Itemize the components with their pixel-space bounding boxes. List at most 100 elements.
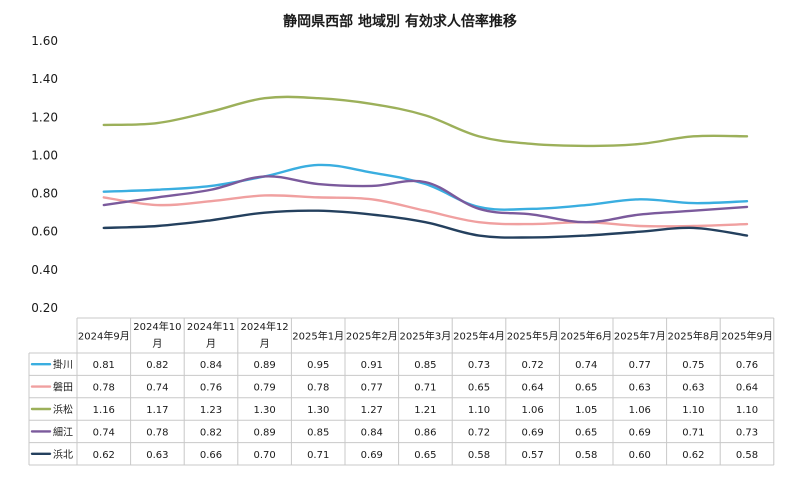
- table-header-cell: 2025年9月: [721, 330, 773, 343]
- table-header-cell: 2025年6月: [560, 330, 612, 343]
- table-cell-value: 1.23: [200, 405, 222, 416]
- series-line-4: [102, 175, 749, 224]
- series-name: 浜松: [53, 403, 73, 416]
- table-cell-value: 0.86: [414, 427, 436, 438]
- table-cell-value: 0.63: [629, 383, 651, 394]
- table-cell-value: 1.21: [414, 405, 436, 416]
- table-cell-value: 0.63: [682, 383, 704, 394]
- series-line-3: [102, 95, 749, 148]
- table-cell-value: 0.65: [414, 450, 436, 461]
- table-cell-value: 0.82: [146, 360, 168, 371]
- series-name: 磐田: [53, 381, 73, 394]
- table-cell-value: 0.84: [361, 427, 383, 438]
- table-cell-value: 0.74: [575, 360, 597, 371]
- table-cell-value: 0.66: [200, 450, 222, 461]
- table-cell-value: 0.73: [468, 360, 490, 371]
- table-header-cell: 2024年11: [187, 320, 235, 333]
- y-tick-label: 1.40: [31, 72, 58, 86]
- table-cell-value: 0.78: [93, 383, 115, 394]
- table-cell-value: 0.62: [93, 450, 115, 461]
- table-cell-value: 1.16: [93, 405, 115, 416]
- table-cell-value: 0.85: [307, 427, 329, 438]
- table-cell-value: 1.30: [307, 405, 329, 416]
- chart-title: 静岡県西部 地域別 有効求人倍率推移: [283, 13, 517, 30]
- table-header-cell: 2024年12: [241, 320, 289, 333]
- table-cell-value: 0.78: [307, 383, 329, 394]
- table-cell-value: 0.78: [146, 427, 168, 438]
- table-cell-value: 0.71: [414, 383, 436, 394]
- table-cell-value: 0.89: [253, 427, 275, 438]
- y-tick-label: 1.60: [31, 34, 58, 48]
- table-cell-value: 0.72: [521, 360, 543, 371]
- table-cell-value: 0.73: [736, 427, 758, 438]
- series-line-5: [102, 209, 749, 239]
- table-cell-value: 0.79: [253, 383, 275, 394]
- plot-lines: [102, 95, 749, 239]
- table-header-cell: 2025年5月: [507, 330, 559, 343]
- table-cell-value: 0.64: [521, 383, 543, 394]
- table-cell-value: 0.72: [468, 427, 490, 438]
- series-name: 浜北: [53, 449, 73, 461]
- table-cell-value: 1.10: [682, 405, 704, 416]
- table-cell-value: 0.65: [468, 383, 490, 394]
- table-cell-value: 0.91: [361, 360, 383, 371]
- series-line-1: [102, 163, 749, 211]
- table-header-cell: 2025年1月: [292, 330, 344, 343]
- table-cell-value: 1.10: [468, 405, 490, 416]
- table-cell-value: 0.62: [682, 450, 704, 461]
- table-header-cell: 月: [206, 338, 216, 350]
- table-cell-value: 1.17: [146, 405, 168, 416]
- table-cell-value: 0.58: [575, 450, 597, 461]
- table-cell-value: 0.69: [629, 427, 651, 438]
- table-cell-value: 0.65: [575, 383, 597, 394]
- table-cell-value: 0.74: [93, 427, 115, 438]
- table-cell-value: 1.30: [253, 405, 275, 416]
- table-cell-value: 1.10: [736, 405, 758, 416]
- table-header-cell: 2025年3月: [399, 330, 451, 343]
- table-cell-value: 0.76: [200, 383, 222, 394]
- series-name: 掛川: [53, 358, 73, 371]
- table-cell-value: 0.77: [629, 360, 651, 371]
- table-cell-value: 0.64: [736, 383, 758, 394]
- table-cell-value: 0.70: [253, 450, 275, 461]
- y-tick-label: 0.80: [31, 187, 58, 201]
- table-cell-value: 0.82: [200, 427, 222, 438]
- table-cell-value: 1.27: [361, 405, 383, 416]
- table-cell-value: 0.76: [736, 360, 758, 371]
- table-header-cell: 月: [260, 338, 270, 350]
- table-header-cell: 2025年7月: [614, 330, 666, 343]
- y-tick-label: 0.40: [31, 263, 58, 277]
- table-cell-value: 0.57: [521, 450, 543, 461]
- table-header-cell: 2025年4月: [453, 330, 505, 343]
- table-cell-value: 0.71: [307, 450, 329, 461]
- table-cell-value: 0.81: [93, 360, 115, 371]
- table-cell-value: 0.75: [682, 360, 704, 371]
- table-header-cell: 2024年10: [133, 320, 181, 333]
- y-axis: 1.60 1.40 1.20 1.00 0.80 0.60 0.40 0.20: [31, 34, 58, 315]
- table-header-cell: 2024年9月: [78, 330, 130, 343]
- series-name: 細江: [53, 425, 73, 438]
- table-cell-value: 0.63: [146, 450, 168, 461]
- table-cell-value: 0.60: [629, 450, 651, 461]
- table-cell-value: 1.06: [629, 405, 651, 416]
- table-cell-value: 0.58: [736, 450, 758, 461]
- table-cell-value: 0.95: [307, 360, 329, 371]
- table-cell-value: 0.74: [146, 383, 168, 394]
- table-cell-value: 0.89: [253, 360, 275, 371]
- table-cell-value: 1.05: [575, 405, 597, 416]
- series-line-2: [102, 194, 749, 228]
- table-cell-value: 0.77: [361, 383, 383, 394]
- table-header-cell: 2025年8月: [667, 330, 719, 343]
- table-header-cell: 2025年2月: [346, 330, 398, 343]
- table-cell-value: 0.65: [575, 427, 597, 438]
- table-cell-value: 0.69: [521, 427, 543, 438]
- table-cell-value: 1.06: [521, 405, 543, 416]
- table-cell-value: 0.71: [682, 427, 704, 438]
- table-header-cell: 月: [152, 338, 162, 350]
- y-tick-label: 1.20: [31, 110, 58, 124]
- y-tick-label: 1.00: [31, 148, 58, 162]
- y-tick-label: 0.20: [31, 301, 58, 315]
